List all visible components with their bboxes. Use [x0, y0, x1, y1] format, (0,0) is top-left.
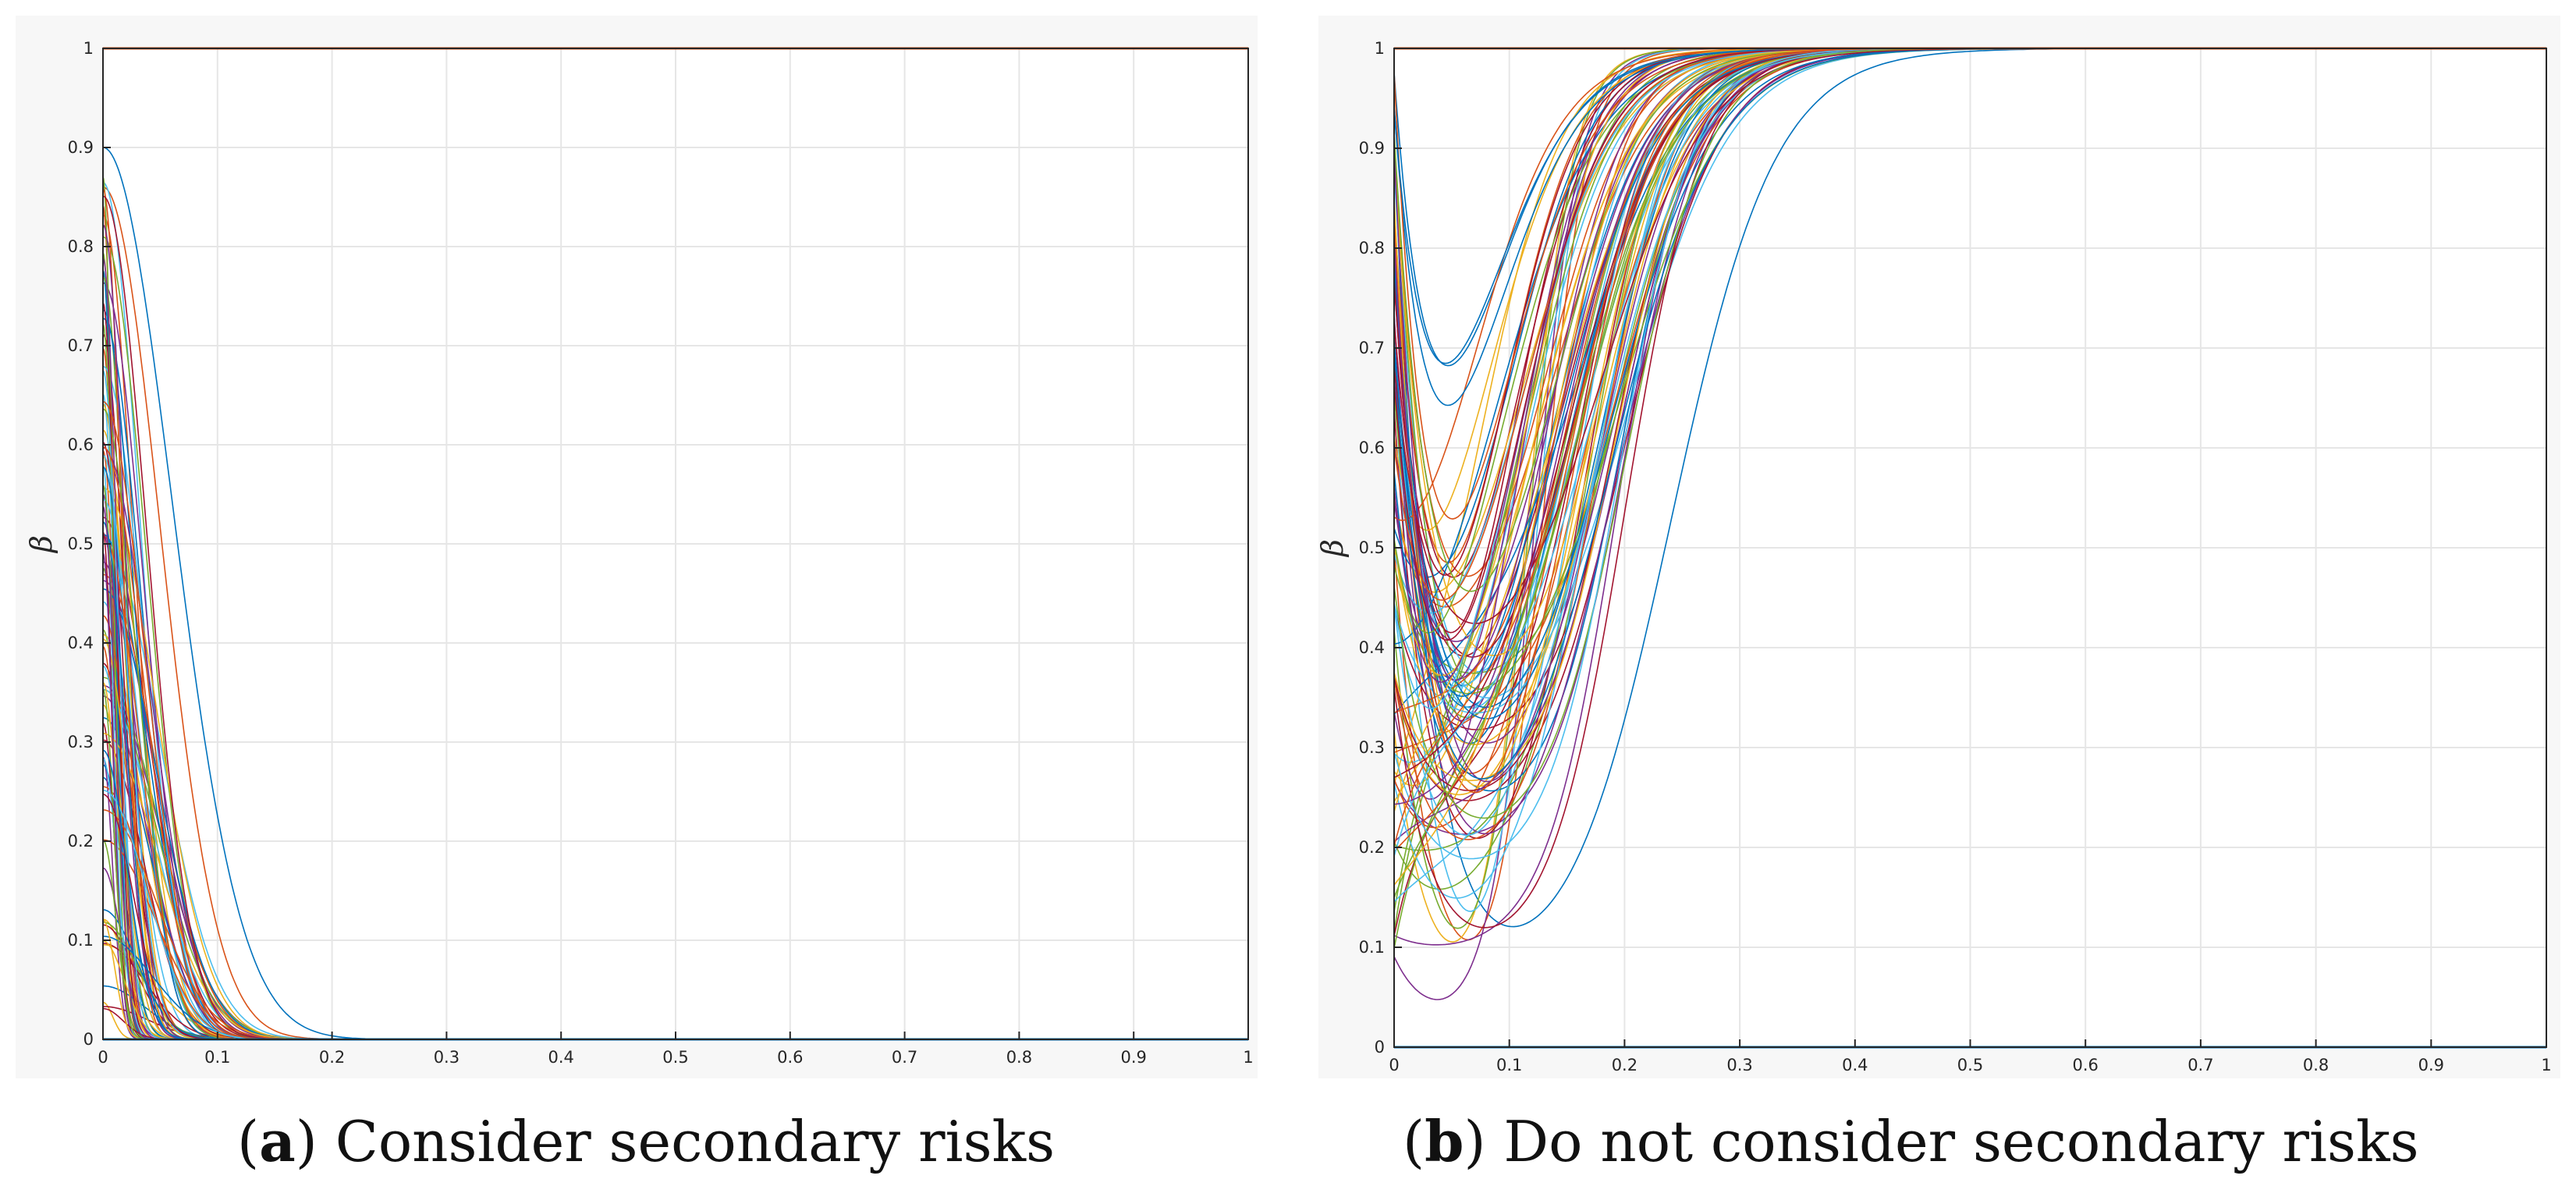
x-tick-label: 0 — [98, 1048, 108, 1067]
chart-panel-a: 0 0.1 0.2 0.3 0.4 0.5 0.6 0.7 0.8 0.9 1 0 0.1 0.2 0.3 0… — [16, 16, 1258, 1078]
x-tick-label: 0.2 — [1612, 1056, 1637, 1074]
x-tick-label: 0.2 — [319, 1048, 345, 1067]
y-tick-label: 0.7 — [68, 336, 94, 355]
y-tick-label: 0.6 — [1359, 439, 1385, 457]
y-tick-label: 0.1 — [68, 931, 94, 950]
caption-b-label: b — [1425, 1108, 1464, 1174]
x-tick-label: 1 — [2541, 1056, 2551, 1074]
x-tick-label: 1 — [1243, 1048, 1253, 1067]
y-tick-label: 0 — [83, 1030, 94, 1049]
chart-panel-b: 0 0.1 0.2 0.3 0.4 0.5 0.6 0.7 0.8 0.9 1 0 0.1 0.2 0.3 0… — [1318, 16, 2560, 1078]
x-tick-label: 0.6 — [2072, 1056, 2098, 1074]
y-tick-label: 0.9 — [68, 138, 94, 157]
y-tick-label: 0.9 — [1359, 139, 1385, 158]
caption-b: (b) Do not consider secondary risks — [1403, 1108, 2419, 1174]
y-tick-label: 0.8 — [68, 237, 94, 256]
y-tick-label: 0.4 — [68, 634, 94, 652]
y-tick-label: 0.8 — [1359, 239, 1385, 257]
caption-a-label: a — [259, 1108, 296, 1174]
x-tick-label: 0.1 — [204, 1048, 230, 1067]
y-tick-label: 1 — [1375, 39, 1385, 58]
y-tick-label: 0.4 — [1359, 638, 1385, 657]
x-tick-label: 0.4 — [1842, 1056, 1868, 1074]
x-tick-label: 0.9 — [1120, 1048, 1146, 1067]
y-tick-label: 0.2 — [68, 832, 94, 851]
y-tick-label: 0.2 — [1359, 838, 1385, 857]
y-tick-label: 0.6 — [68, 435, 94, 454]
x-tick-label: 0.8 — [1006, 1048, 1032, 1067]
x-tick-label: 0 — [1389, 1056, 1399, 1074]
chart-a: 0 0.1 0.2 0.3 0.4 0.5 0.6 0.7 0.8 0.9 1 0 0.1 0.2 0.3 0… — [24, 39, 1254, 1067]
series-line — [1393, 48, 2086, 780]
x-tick-label: 0.4 — [548, 1048, 573, 1067]
y-tick-label: 0.5 — [1359, 538, 1385, 557]
y-axis-label: β — [1318, 539, 1350, 558]
y-tick-label: 0 — [1375, 1038, 1385, 1057]
caption-b-text: Do not consider secondary risks — [1503, 1109, 2419, 1174]
y-tick-label: 0.3 — [1359, 738, 1385, 757]
caption-a: (a) Consider secondary risks — [237, 1108, 1056, 1174]
x-tick-label: 0.5 — [662, 1048, 688, 1067]
x-tick-label: 0.8 — [2303, 1056, 2329, 1074]
x-tick-label: 0.5 — [1957, 1056, 1983, 1074]
chart-b: 0 0.1 0.2 0.3 0.4 0.5 0.6 0.7 0.8 0.9 1 0 0.1 0.2 0.3 0… — [1318, 39, 2552, 1074]
y-tick-label: 1 — [83, 39, 94, 58]
x-tick-label: 0.9 — [2418, 1056, 2444, 1074]
y-axis-label: β — [24, 535, 59, 554]
x-tick-label: 0.3 — [1726, 1056, 1752, 1074]
y-tick-label: 0.5 — [68, 535, 94, 553]
series-line — [1393, 48, 2086, 928]
x-tick-label: 0.7 — [2187, 1056, 2213, 1074]
x-tick-label: 0.7 — [892, 1048, 917, 1067]
x-tick-label: 0.6 — [777, 1048, 803, 1067]
y-tick-label: 0.7 — [1359, 339, 1385, 357]
y-tick-label: 0.3 — [68, 733, 94, 751]
y-tick-label: 0.1 — [1359, 938, 1385, 957]
x-tick-label: 0.3 — [434, 1048, 459, 1067]
caption-a-text: Consider secondary risks — [335, 1109, 1056, 1174]
x-tick-label: 0.1 — [1496, 1056, 1522, 1074]
